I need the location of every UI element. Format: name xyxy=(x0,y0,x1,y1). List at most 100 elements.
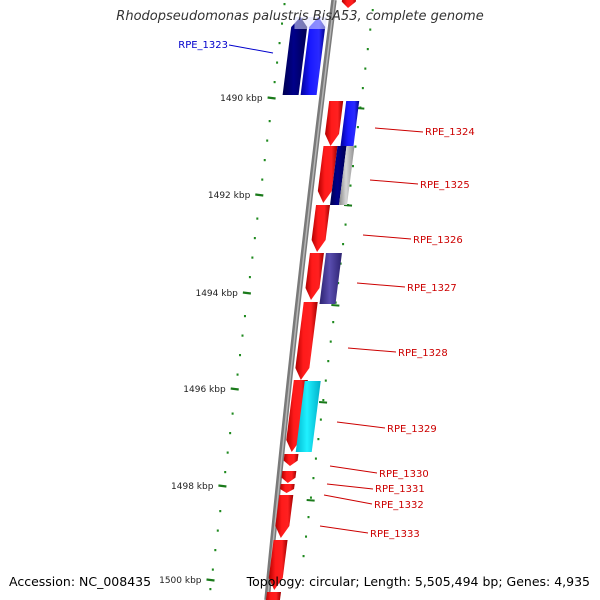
cds-forward xyxy=(341,0,357,8)
outer-minor-dot xyxy=(312,477,315,480)
outer-minor-dot xyxy=(356,126,359,129)
outer-dots xyxy=(302,9,374,558)
gene-label-rpe-1327[interactable]: RPE_1327 xyxy=(407,283,457,294)
gene-leader-line xyxy=(319,525,369,534)
gene-label-rpe-1323[interactable]: RPE_1323 xyxy=(178,40,228,51)
cds-forward-rpe-1327 xyxy=(305,253,324,300)
ruler-minor-dot xyxy=(266,139,269,142)
outer-minor-dot xyxy=(364,67,367,70)
outer-minor-dot xyxy=(319,418,322,421)
ruler-minor-dot xyxy=(278,42,281,45)
outer-minor-dot xyxy=(327,360,330,363)
genome-backbone-highlight xyxy=(266,0,336,600)
cds-forward xyxy=(268,540,288,590)
cds-forward-rpe-1330 xyxy=(283,454,299,466)
gene-leader-line xyxy=(347,347,397,353)
gene-label-rpe-1325[interactable]: RPE_1325 xyxy=(420,180,470,191)
outer-minor-dot xyxy=(354,145,357,148)
outer-minor-dot xyxy=(302,555,305,558)
ruler-minor-dot xyxy=(281,22,284,25)
cds-forward-rpe-1333 xyxy=(275,495,294,538)
outer-minor-dot xyxy=(361,87,364,90)
ruler-minor-dot xyxy=(273,81,276,84)
gene-label-rpe-1328[interactable]: RPE_1328 xyxy=(398,348,448,359)
ruler-tick-label: 1490 kbp xyxy=(220,94,263,104)
genome-summary-text: Topology: circular; Length: 5,505,494 bp… xyxy=(246,574,590,589)
ruler-minor-dot xyxy=(239,354,242,357)
gene-leader-line xyxy=(356,282,406,288)
feature-slate-rpe-1327 xyxy=(319,253,342,304)
ruler-tick-label: 1500 kbp xyxy=(159,576,202,586)
ruler-minor-dot xyxy=(241,334,244,337)
outer-minor-dot xyxy=(369,28,372,31)
outer-minor-dot xyxy=(339,262,342,265)
cds-forward-rpe-1332 xyxy=(280,484,295,493)
outer-minor-dot xyxy=(307,516,310,519)
outer-minor-dot xyxy=(334,301,337,304)
ruler-tick-mark xyxy=(218,484,227,488)
outer-minor-dot xyxy=(351,165,354,168)
gene-leader-line xyxy=(323,494,373,505)
outer-minor-dot xyxy=(371,9,374,12)
gene-leader-line xyxy=(374,127,424,133)
outer-tick-mark xyxy=(331,304,340,307)
outer-tick-mark xyxy=(306,499,315,502)
cds-forward-rpe-1326 xyxy=(311,205,331,252)
ruler-tick-label: 1498 kbp xyxy=(171,482,214,492)
ruler-minor-dot xyxy=(248,276,251,279)
outer-minor-dot xyxy=(309,496,312,499)
outer-minor-dot xyxy=(337,282,340,285)
feature-cyan-rpe-1329 xyxy=(295,381,321,452)
ruler-tick-mark xyxy=(242,291,252,295)
ruler-minor-dot xyxy=(209,588,212,591)
ruler-minor-dot xyxy=(216,529,219,532)
gene-leader-line xyxy=(326,483,374,490)
cds-forward-rpe-1324 xyxy=(325,101,344,146)
ruler-minor-dot xyxy=(226,451,229,454)
ruler-minor-dot xyxy=(211,568,214,571)
accession-text: Accession: NC_008435 xyxy=(9,574,152,589)
gene-labels: RPE_1323 RPE_1324 RPE_1325 RPE_1326 RPE_1327… xyxy=(178,40,475,540)
feature-navy-rpe-1325 xyxy=(330,146,347,205)
ruler-dots xyxy=(209,3,286,591)
gene-label-rpe-1326[interactable]: RPE_1326 xyxy=(413,235,463,246)
ruler-ticks: 1490 kbp 1492 kbp 1494 kbp 1496 kbp 1498 kbp… xyxy=(159,94,276,586)
ruler-minor-dot xyxy=(251,256,254,259)
outer-minor-dot xyxy=(329,340,332,343)
gene-leader-line xyxy=(369,179,419,185)
outer-minor-dot xyxy=(322,399,325,402)
outer-minor-dot xyxy=(332,321,335,324)
gene-label-rpe-1333[interactable]: RPE_1333 xyxy=(370,529,420,540)
outer-minor-dot xyxy=(314,457,317,460)
ruler-tick-mark xyxy=(267,96,276,100)
ruler-minor-dot xyxy=(268,120,271,123)
gene-label-rpe-1331[interactable]: RPE_1331 xyxy=(375,484,425,495)
cds-reverse-rpe-1323-b xyxy=(300,17,326,95)
ruler-minor-dot xyxy=(261,178,264,181)
ruler-minor-dot xyxy=(253,237,256,240)
ruler-minor-dot xyxy=(256,217,259,220)
outer-minor-dot xyxy=(349,184,352,187)
ruler-tick-label: 1494 kbp xyxy=(195,289,238,299)
cds-forward-rpe-1328 xyxy=(295,302,318,380)
ruler-tick-mark xyxy=(206,578,215,582)
ruler-minor-dot xyxy=(263,159,266,162)
feature-grey-rpe-1325 xyxy=(339,146,355,205)
gene-label-rpe-1329[interactable]: RPE_1329 xyxy=(387,424,437,435)
ruler-tick-mark xyxy=(230,387,239,391)
ruler-minor-dot xyxy=(219,510,222,513)
ruler-minor-dot xyxy=(283,3,286,6)
ruler-tick-label: 1496 kbp xyxy=(183,385,226,395)
cds-forward-rpe-1329 xyxy=(286,380,308,452)
gene-label-rpe-1324[interactable]: RPE_1324 xyxy=(425,127,475,138)
gene-label-rpe-1330[interactable]: RPE_1330 xyxy=(379,469,429,480)
outer-minor-dot xyxy=(366,48,369,51)
cds-reverse-rpe-1323 xyxy=(282,17,308,95)
gene-leader-line xyxy=(336,421,386,429)
ruler-minor-dot xyxy=(214,549,217,552)
gene-label-rpe-1332[interactable]: RPE_1332 xyxy=(374,500,424,511)
gene-leader-line xyxy=(362,234,412,240)
gene-leader-line xyxy=(228,44,274,54)
gene-features xyxy=(265,0,360,600)
outer-minor-dot xyxy=(324,379,327,382)
